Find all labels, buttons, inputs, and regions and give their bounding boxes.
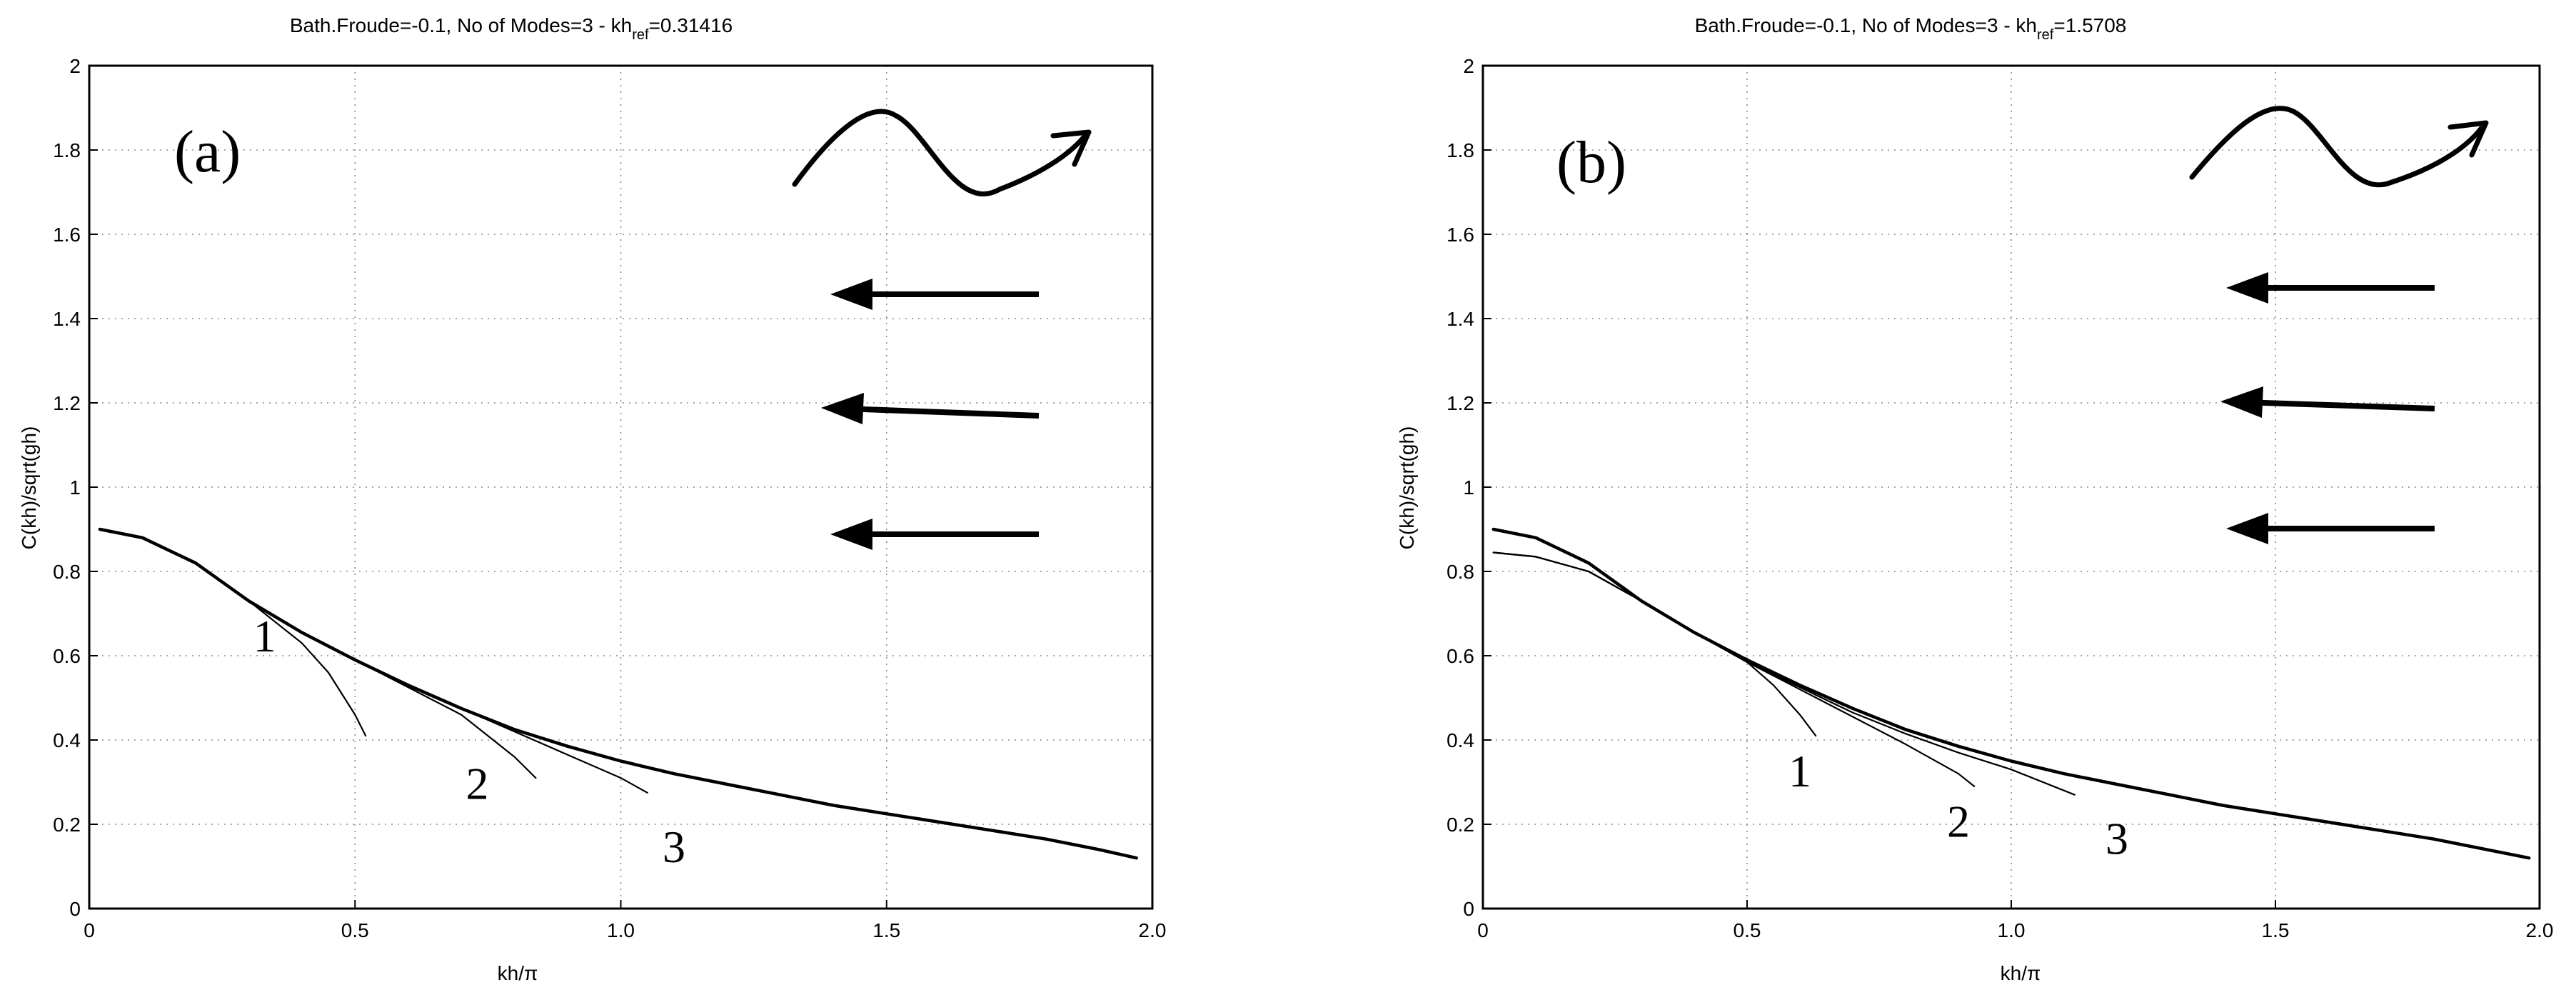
current-arrows (821, 279, 1040, 550)
y-tick-label: 2 (1463, 55, 1474, 77)
x-axis-label: kh/π (498, 962, 538, 984)
y-tick-label: 0 (1463, 898, 1474, 920)
y-tick-label: 1.2 (53, 392, 81, 414)
y-tick-label: 1.2 (1447, 392, 1474, 414)
x-axis-label: kh/π (2001, 962, 2041, 984)
x-tick-label: 1.5 (2262, 919, 2290, 941)
chart-title: Bath.Froude=-0.1, No of Modes=3 - khref=… (290, 14, 733, 43)
curves (1491, 527, 2531, 860)
title-value: =1.5708 (2053, 14, 2126, 36)
title-main: Bath.Froude=-0.1, No of Modes=3 - kh (1695, 14, 2037, 36)
x-tick-label: 0 (84, 919, 95, 941)
chart-panel-a: Bath.Froude=-0.1, No of Modes=3 - khref=… (18, 14, 1166, 984)
curve-label: 1 (253, 611, 276, 661)
y-tick-label: 2 (69, 55, 81, 77)
x-tick-label: 1.5 (872, 919, 900, 941)
x-tick-label: 0.5 (1734, 919, 1761, 941)
curve-labels: 1 2 3 (1788, 746, 2128, 864)
wave-arrow-icon (2189, 106, 2489, 188)
x-tick-label: 2.0 (2526, 919, 2554, 941)
title-subscript: ref (632, 27, 649, 43)
y-tick-label: 1.4 (53, 308, 81, 330)
y-axis-label: C(kh)/sqrt(gh) (18, 426, 40, 550)
x-tick-label: 1.0 (1998, 919, 2026, 941)
series-line-3 (1492, 551, 2076, 796)
y-tick-label: 0.6 (1447, 645, 1474, 667)
wave-arrow-icon (792, 109, 1092, 197)
y-tick-label: 1.6 (1447, 224, 1474, 246)
y-tick-label: 0.4 (53, 729, 81, 751)
y-tick-label: 0.8 (1447, 561, 1474, 583)
left-arrow-icon (830, 279, 1039, 310)
x-tick-label: 0 (1477, 919, 1489, 941)
y-tick-label: 0.6 (53, 645, 81, 667)
title-main: Bath.Froude=-0.1, No of Modes=3 - kh (290, 14, 632, 36)
tick-labels: 0 0.5 1.0 1.5 2.0 0 0.2 0.4 0.6 0.8 1 1.2 1.4 1.6 1.8 2 (53, 55, 1166, 941)
curve-labels: 1 2 3 (253, 611, 685, 872)
y-tick-label: 1.8 (1447, 139, 1474, 161)
plot-frame (1481, 64, 2541, 910)
grid-lines (1482, 65, 2540, 909)
curve-label: 3 (2105, 813, 2128, 864)
panel-label: (a) (174, 119, 241, 185)
left-arrow-icon (2226, 272, 2435, 304)
curve-label: 3 (663, 821, 685, 872)
left-arrow-icon (2226, 513, 2435, 544)
series-line-3 (99, 528, 648, 794)
y-tick-label: 1.8 (53, 139, 81, 161)
y-tick-label: 1.6 (53, 224, 81, 246)
curves (98, 527, 1138, 860)
y-tick-label: 1.4 (1447, 308, 1474, 330)
title-value: =0.31416 (649, 14, 733, 36)
left-arrow-icon (830, 519, 1039, 550)
y-tick-label: 1 (69, 476, 81, 499)
curve-label: 1 (1788, 746, 1811, 796)
y-tick-label: 0.8 (53, 561, 81, 583)
x-tick-label: 0.5 (341, 919, 369, 941)
tick-labels: 0 0.5 1.0 1.5 2.0 0 0.2 0.4 0.6 0.8 1 1.2 1.4 1.6 1.8 2 (1447, 55, 2553, 941)
current-arrows (2220, 272, 2435, 544)
curve-label: 2 (1947, 796, 1970, 847)
x-tick-label: 2.0 (1139, 919, 1167, 941)
y-tick-label: 0.2 (53, 814, 81, 836)
left-arrow-icon (2220, 386, 2435, 418)
y-tick-label: 0.4 (1447, 729, 1474, 751)
chart-title: Bath.Froude=-0.1, No of Modes=3 - khref=… (1695, 14, 2127, 43)
title-subscript: ref (2037, 27, 2054, 43)
y-tick-label: 0 (69, 898, 81, 920)
plot-frame (88, 64, 1154, 910)
left-arrow-icon (821, 393, 1040, 424)
y-tick-label: 0.2 (1447, 814, 1474, 836)
chart-panel-b: Bath.Froude=-0.1, No of Modes=3 - khref=… (1396, 14, 2553, 984)
curve-label: 2 (466, 759, 488, 809)
panel-label: (b) (1556, 129, 1626, 196)
y-axis-label: C(kh)/sqrt(gh) (1396, 426, 1418, 550)
x-tick-label: 1.0 (607, 919, 635, 941)
y-tick-label: 1 (1463, 476, 1474, 499)
